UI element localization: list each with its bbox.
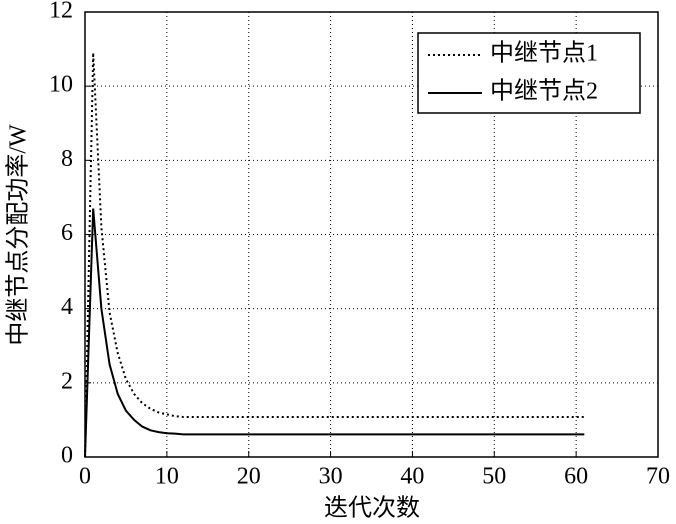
x-tick-label: 60 <box>564 464 588 490</box>
y-tick-label: 10 <box>49 72 73 98</box>
y-tick-label: 12 <box>49 0 73 24</box>
x-tick-label: 0 <box>79 464 91 490</box>
y-tick-label: 0 <box>61 443 73 469</box>
y-tick-label: 2 <box>61 368 73 394</box>
x-tick-label: 10 <box>155 464 179 490</box>
x-tick-label: 50 <box>482 464 506 490</box>
series-line <box>84 208 585 458</box>
y-tick-label: 6 <box>61 220 73 246</box>
x-axis-label: 迭代次数 <box>324 495 420 522</box>
y-tick-label: 4 <box>61 294 73 320</box>
y-axis-label: 中继节点分配功率/W <box>5 124 32 346</box>
series-line <box>84 52 585 458</box>
x-tick-label: 30 <box>319 464 343 490</box>
legend-label: 中继节点1 <box>490 40 598 67</box>
x-tick-label: 20 <box>237 464 261 490</box>
x-tick-label: 70 <box>646 464 670 490</box>
legend-label: 中继节点2 <box>490 78 598 105</box>
plot-frame <box>84 11 659 458</box>
legend-box <box>417 32 641 114</box>
x-tick-label: 40 <box>400 464 424 490</box>
y-tick-label: 8 <box>61 146 73 172</box>
